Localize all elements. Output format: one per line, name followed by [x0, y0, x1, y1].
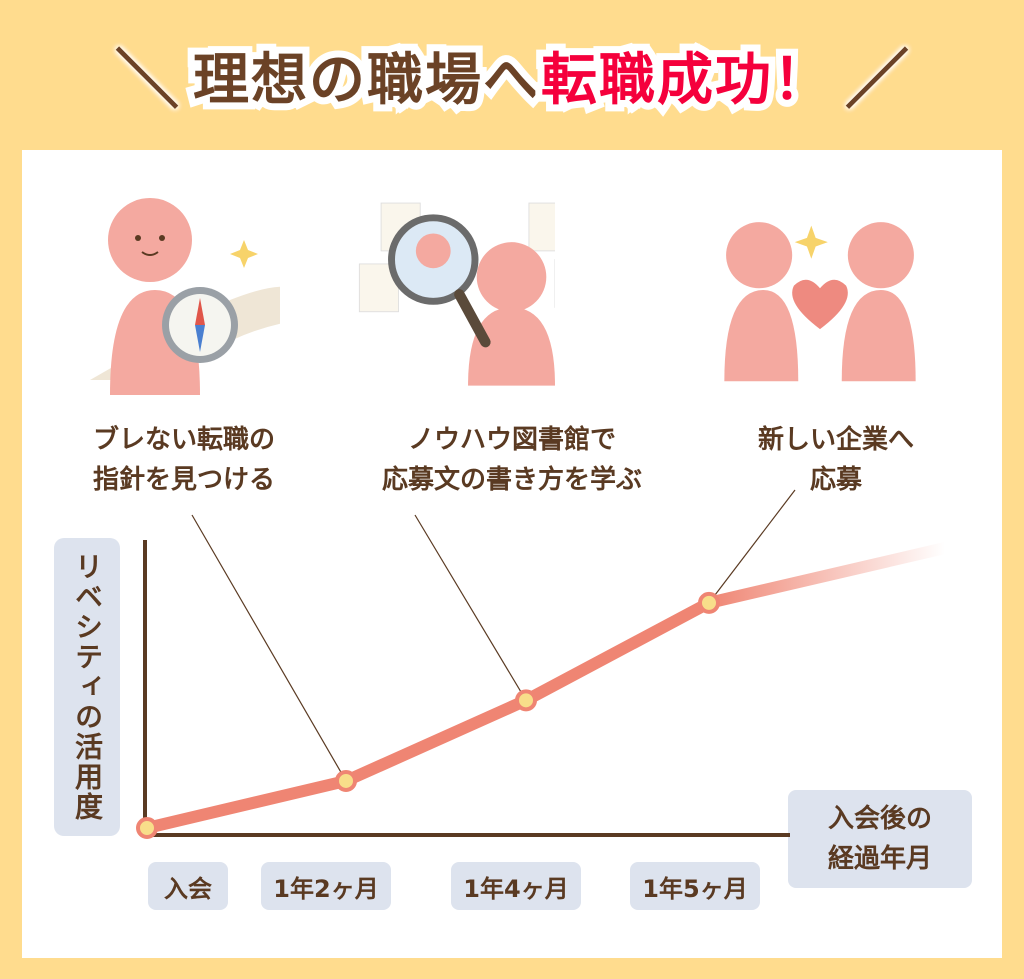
step-2-line1: ノウハウ図書館で: [407, 425, 616, 455]
x-tick-label: 1年4ヶ月: [451, 862, 581, 910]
x-axis-label: 入会後の経過年月: [788, 790, 972, 888]
step-1-line1: ブレない転職の: [92, 425, 275, 455]
x-tick-label: 1年5ヶ月: [630, 862, 760, 910]
step-caption-3: 新しい企業へ 応募: [676, 420, 996, 500]
series-line: [141, 596, 715, 834]
x-tick-label: 入会: [148, 862, 228, 910]
step-caption-1: ブレない転職の 指針を見つける: [24, 420, 344, 500]
step-caption-2: ノウハウ図書館で 応募文の書き方を学ぶ: [352, 420, 672, 500]
headline-emphasis: 転職成功！: [534, 41, 836, 120]
callout-line-2: [414, 514, 527, 701]
data-point-2: [335, 769, 357, 792]
person-with-magnifier-icon: [358, 202, 555, 386]
data-point-4: [698, 591, 720, 614]
headline-text: 理想の職場へ: [186, 41, 546, 120]
headline-slash-left: ＼: [115, 44, 179, 118]
callout-line-3: [708, 489, 796, 604]
step-3-line1: 新しい企業へ: [757, 425, 914, 455]
data-point-1: [136, 817, 158, 839]
data-point-3: [515, 689, 537, 712]
x-tick-label: 1年2ヶ月: [261, 862, 391, 910]
person-with-compass-icon: [90, 198, 280, 395]
y-axis-label: リベシティの活用度: [54, 538, 120, 836]
series-trend-extension: [707, 542, 947, 609]
step-3-line2: 応募: [809, 465, 862, 495]
people-holding-heart-icon: [724, 222, 916, 382]
step-1-line2: 指針を見つける: [92, 465, 275, 495]
headline-slash-right: ／: [845, 44, 909, 118]
step-2-line2: 応募文の書き方を学ぶ: [381, 465, 642, 495]
callout-line-1: [191, 514, 347, 782]
headline: ＼ 理想の職場へ 転職成功！ ／: [0, 30, 1024, 120]
